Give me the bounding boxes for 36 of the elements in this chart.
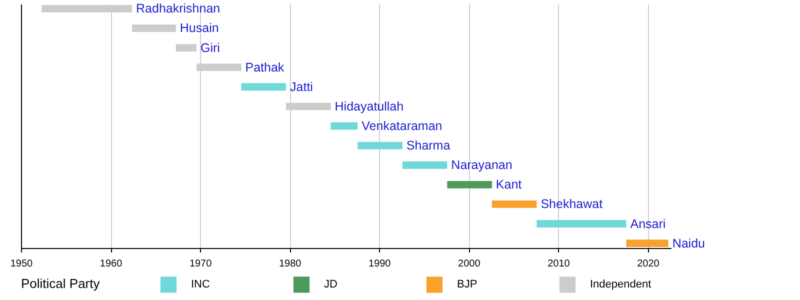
y-tick-label: Narayanan	[451, 158, 512, 172]
legend-title: Political Party	[21, 276, 100, 291]
x-tick-label: 1950	[10, 258, 34, 270]
y-tick-label: Jatti	[290, 80, 313, 94]
bar	[241, 83, 286, 91]
legend-label: Independent	[590, 278, 652, 291]
y-tick-label: Sharma	[406, 138, 450, 153]
x-tick-label: 2000	[458, 258, 481, 270]
x-tick-label: 1970	[189, 258, 212, 270]
y-tick-label: Pathak	[245, 60, 285, 74]
bar	[132, 24, 176, 32]
y-tick-label: Hidayatullah	[334, 99, 404, 114]
legend-label: JD	[324, 278, 338, 291]
y-tick-label: Radhakrishnan	[136, 2, 220, 16]
y-tick-label: Kant	[496, 178, 522, 192]
x-tick-label: 1960	[100, 258, 123, 270]
bar	[492, 200, 537, 208]
y-tick-label: Husain	[180, 21, 219, 36]
x-tick-label: 2020	[637, 258, 660, 270]
x-tick-label: 1980	[278, 258, 302, 270]
y-tick-label: Ansari	[630, 216, 666, 231]
bar	[176, 44, 196, 52]
legend-label: BJP	[457, 278, 478, 291]
y-tick-label: Venkataraman	[362, 119, 442, 133]
bar	[402, 161, 448, 169]
bar	[358, 142, 402, 150]
y-tick-label: Giri	[200, 40, 220, 55]
bar	[626, 240, 668, 248]
bar	[536, 220, 626, 228]
y-tick-label: Shekhawat	[540, 197, 604, 212]
y-tick-label: Naidu	[672, 236, 706, 250]
bar	[447, 180, 492, 188]
x-tick-label: 1990	[368, 258, 392, 270]
legend-label: INC	[191, 278, 210, 291]
bar	[330, 122, 358, 130]
x-tick-label: 2010	[548, 258, 570, 270]
